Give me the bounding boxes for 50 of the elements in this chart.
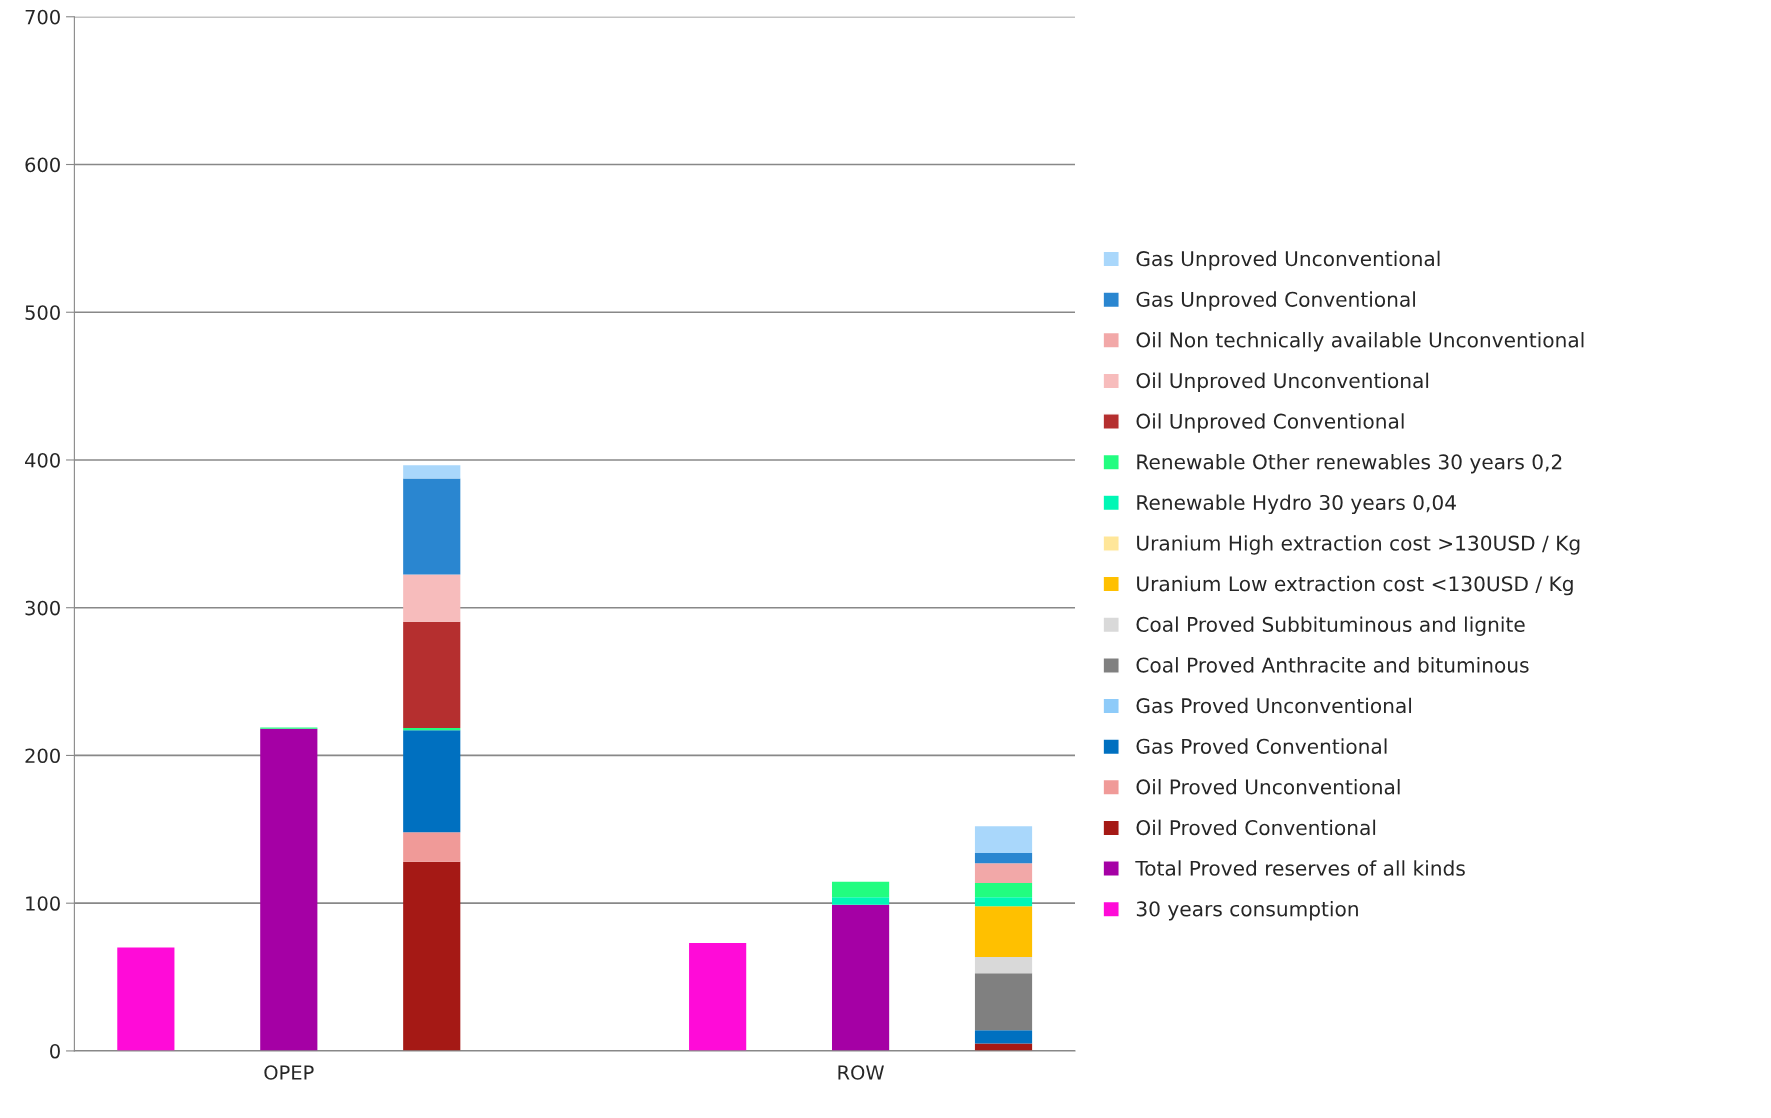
legend-label: Coal Proved Anthracite and bituminous — [1136, 657, 1529, 673]
legend-label: Renewable Other renewables 30 years 0,2 — [1137, 453, 1562, 474]
y-tick-label: 200 — [25, 748, 60, 764]
bar — [974, 1030, 1033, 1044]
legend-label: Oil Proved Unconventional — [1136, 778, 1400, 795]
bar — [403, 832, 461, 862]
bar — [974, 973, 1033, 1031]
legend-label: Oil Proved Conventional — [1136, 819, 1376, 836]
legend-label: 30 years consumption — [1136, 900, 1358, 921]
bar — [974, 897, 1033, 907]
legend-label: Oil Non technically available Unconventional — [1136, 331, 1584, 352]
bar — [974, 852, 1033, 864]
bar — [403, 621, 461, 729]
y-tick-label: 600 — [25, 157, 60, 173]
legend-label: Renewable Hydro 30 years 0,04 — [1137, 494, 1456, 515]
legend-label: Uranium High extraction cost >130USD / Kg — [1137, 535, 1580, 555]
y-tick-label: 300 — [25, 600, 60, 616]
bar — [403, 728, 461, 731]
legend-label: Uranium Low extraction cost <130USD / Kg — [1137, 575, 1573, 596]
legend-label: Gas Unproved Unconventional — [1136, 250, 1440, 271]
legend-label: Gas Unproved Conventional — [1136, 291, 1415, 311]
y-tick-label: 0 — [50, 1043, 60, 1059]
bar — [403, 861, 461, 1051]
bar — [974, 882, 1033, 898]
legend-label: Gas Proved Unconventional — [1136, 697, 1411, 714]
bar — [974, 826, 1033, 853]
legend-label: Oil Unproved Conventional — [1136, 413, 1404, 433]
legend-label: Oil Unproved Unconventional — [1136, 372, 1429, 393]
y-tick-label: 700 — [25, 9, 60, 25]
y-tick-label: 100 — [26, 896, 60, 911]
bar — [260, 728, 318, 1051]
bar — [403, 465, 461, 479]
x-tick-label: ROW — [838, 1065, 884, 1080]
legend-label: Gas Proved Conventional — [1136, 738, 1387, 754]
bar — [831, 897, 890, 905]
x-tick-label: OPEP — [264, 1065, 314, 1080]
legend-label: Total Proved reserves of all kinds — [1135, 860, 1465, 876]
bar — [831, 904, 890, 1051]
bar — [974, 957, 1033, 974]
legend-label: Coal Proved Subbituminous and lignite — [1136, 616, 1525, 636]
bar — [403, 574, 461, 622]
bar — [974, 906, 1033, 958]
bar — [974, 863, 1033, 883]
bar — [403, 730, 461, 833]
y-tick-label: 500 — [25, 305, 60, 320]
bar — [117, 947, 175, 1051]
bar — [831, 881, 890, 898]
y-tick-label: 400 — [25, 452, 60, 468]
bar — [689, 943, 747, 1051]
bar — [403, 478, 461, 575]
